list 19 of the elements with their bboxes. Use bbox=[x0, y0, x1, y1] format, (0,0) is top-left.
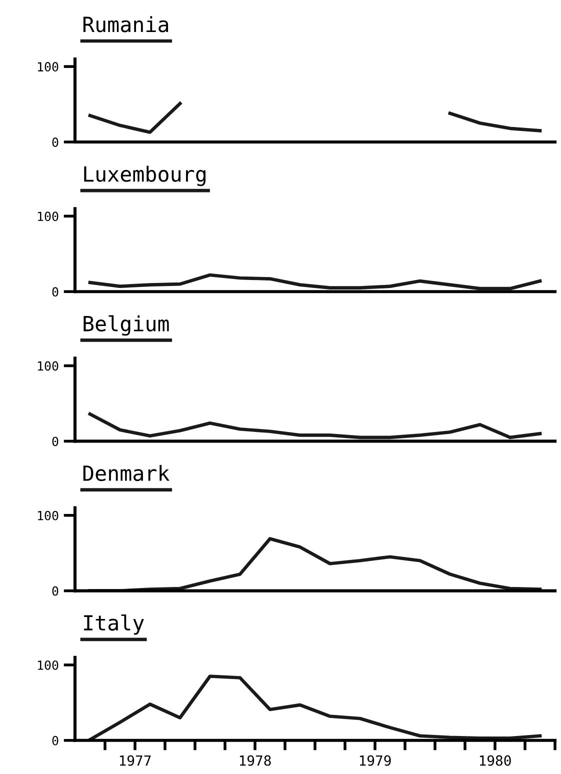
chart-title: Denmark bbox=[83, 464, 170, 482]
y-tick-label: 100 bbox=[38, 361, 58, 371]
y-tick-label: 0 bbox=[52, 586, 58, 596]
chart-title: Italy bbox=[84, 614, 144, 635]
chart-title: Belgium bbox=[84, 315, 169, 336]
x-tick-label: 1979 bbox=[360, 755, 391, 766]
y-tick-label: 0 bbox=[52, 736, 58, 746]
y-tick-label: 0 bbox=[52, 287, 58, 297]
y-tick-label: 100 bbox=[38, 660, 58, 670]
y-tick-label: 100 bbox=[38, 510, 58, 520]
y-tick-label: 100 bbox=[38, 212, 58, 222]
x-tick-label: 1980 bbox=[480, 755, 511, 766]
chart-title: Rumania bbox=[83, 16, 168, 32]
y-tick-label: 100 bbox=[38, 62, 58, 72]
y-tick-label: 0 bbox=[52, 138, 58, 147]
y-tick-label: 0 bbox=[52, 436, 58, 446]
x-tick-label: 1978 bbox=[240, 755, 271, 766]
chart-title: Luxembourg bbox=[84, 166, 206, 186]
x-tick-label: 1977 bbox=[120, 755, 151, 766]
